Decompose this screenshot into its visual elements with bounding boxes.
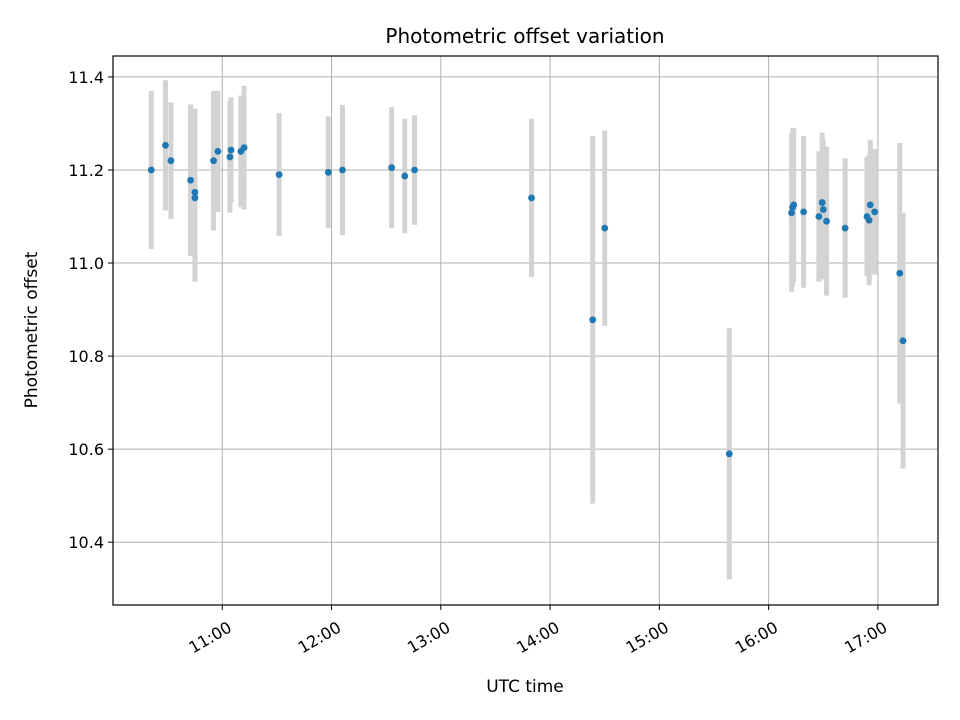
data-point: [411, 166, 418, 174]
data-point: [790, 201, 798, 209]
data-point: [401, 172, 409, 180]
data-point: [896, 269, 904, 277]
data-point: [815, 213, 823, 220]
y-tick-label: 11.2: [68, 161, 104, 180]
chart-title: Photometric offset variation: [385, 24, 664, 48]
data-point: [324, 168, 332, 176]
grid-lines: [113, 56, 938, 605]
data-point: [589, 316, 597, 324]
y-tick-label: 10.4: [68, 533, 104, 552]
y-tick-label: 10.8: [68, 347, 104, 366]
x-axis-label: UTC time: [486, 677, 564, 697]
data-point: [187, 176, 194, 184]
data-point: [226, 153, 234, 161]
data-point: [240, 144, 248, 152]
data-point: [800, 208, 807, 216]
data-point: [191, 188, 199, 196]
y-tick-label: 11.0: [68, 254, 104, 273]
y-tick-label: 10.6: [68, 440, 104, 459]
data-point: [227, 146, 235, 154]
data-point: [388, 164, 396, 172]
data-point: [788, 209, 795, 217]
data-point: [167, 157, 175, 165]
data-point: [214, 147, 222, 155]
data-point: [823, 217, 830, 225]
data-point: [528, 194, 535, 202]
data-point: [866, 201, 874, 209]
data-point: [191, 194, 199, 202]
data-point: [162, 141, 169, 149]
data-point: [275, 171, 283, 179]
data-points: [147, 141, 907, 458]
data-point: [210, 157, 217, 165]
plot-area-frame: [112, 55, 939, 606]
y-axis-label: Photometric offset: [22, 251, 42, 408]
y-axis: 10.4 10.6 10.8 11.0 11.2 11.4: [68, 68, 113, 552]
data-point: [339, 166, 346, 174]
data-point: [818, 199, 826, 206]
data-point: [865, 216, 873, 224]
data-point: [147, 166, 155, 174]
data-point: [841, 224, 849, 232]
data-point: [819, 206, 827, 213]
y-tick-label: 11.4: [68, 68, 104, 87]
data-point: [601, 224, 609, 232]
data-point: [871, 208, 879, 216]
data-point: [899, 337, 907, 345]
data-point: [725, 450, 733, 458]
